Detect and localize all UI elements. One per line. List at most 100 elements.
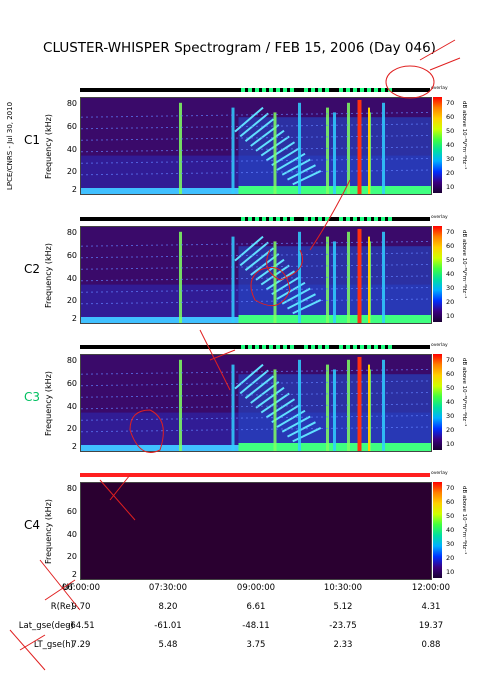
ephemeris-value: 5.12 <box>333 602 353 612</box>
y-tick-label: 80 <box>66 98 77 108</box>
overlay-label: overlay <box>431 343 448 348</box>
colorbar <box>433 354 442 450</box>
satellite-label-c4: C4 <box>24 518 41 533</box>
ephemeris-value: 5.48 <box>158 640 178 650</box>
colorbar-tick-label: 40 <box>446 526 455 534</box>
overlay-label: overlay <box>431 86 448 91</box>
colorbar-tick-label: 70 <box>446 228 455 236</box>
colorbar-tick-label: 40 <box>446 398 455 406</box>
colorbar-tick-label: 70 <box>446 99 455 107</box>
ephemeris-value: 09:00:00 <box>236 583 276 593</box>
colorbar-tick-label: 10 <box>446 440 455 448</box>
satellite-label-c1: C1 <box>24 133 41 148</box>
spectrogram-c2 <box>80 226 432 324</box>
y-tick-label: 80 <box>66 355 77 365</box>
colorbar-tick-label: 60 <box>446 370 455 378</box>
colorbar-tick-label: 20 <box>446 554 455 562</box>
satellite-label-c2: C2 <box>24 262 41 277</box>
ephemeris-value: 6.61 <box>246 602 266 612</box>
credit-label: LPCE/CNRS - Jul 30, 2010 <box>6 101 14 190</box>
ephemeris-value: 3.75 <box>246 640 266 650</box>
satellite-label-c3: C3 <box>24 390 41 405</box>
ephemeris-value: -23.75 <box>329 621 357 631</box>
colorbar-tick-label: 20 <box>446 426 455 434</box>
colorbar-tick-label: 40 <box>446 270 455 278</box>
ephemeris-value: 8.20 <box>158 602 178 612</box>
spectrogram-c4 <box>80 482 432 580</box>
colorbar-tick-label: 20 <box>446 169 455 177</box>
colorbar <box>433 226 442 322</box>
status-strip-c4 <box>80 473 430 477</box>
y-tick-label: 20 <box>66 295 77 305</box>
y-tick-label: 2 <box>71 570 77 579</box>
ephemeris-value: 06:00:00 <box>61 583 101 593</box>
y-tick-label: 20 <box>66 166 77 176</box>
y-tick-label: 20 <box>66 423 77 433</box>
ephemeris-value: 07:30:00 <box>148 583 188 593</box>
colorbar <box>433 97 442 193</box>
colorbar-tick-label: 30 <box>446 284 455 292</box>
colorbar-tick-label: 10 <box>446 183 455 191</box>
ephemeris-value: 10:30:00 <box>323 583 363 593</box>
colorbar-label: dB above 10⁻⁸V²m⁻²Hz⁻¹ <box>461 101 467 170</box>
colorbar-tick-label: 50 <box>446 512 455 520</box>
ephemeris-value: -48.11 <box>242 621 270 631</box>
ephemeris-label: Lat_gse(deg) <box>18 621 74 631</box>
ephemeris-value: -61.01 <box>154 621 182 631</box>
colorbar-tick-label: 70 <box>446 356 455 364</box>
colorbar-label: dB above 10⁻⁸V²m⁻²Hz⁻¹ <box>461 230 467 299</box>
page-title: CLUSTER-WHISPER Spectrogram / FEB 15, 20… <box>43 40 436 56</box>
y-tick-label: 2 <box>71 185 77 194</box>
status-strip-c1 <box>80 88 430 92</box>
overlay-label: overlay <box>431 215 448 220</box>
colorbar-tick-label: 30 <box>446 540 455 548</box>
y-axis-label: Frequency (kHz) <box>44 113 53 179</box>
ephemeris-label: LT_gse(h) <box>33 640 74 650</box>
y-tick-label: 20 <box>66 551 77 561</box>
y-tick-label: 60 <box>66 506 77 516</box>
ephemeris-value: -64.51 <box>67 621 95 631</box>
spectrogram-c3 <box>80 354 432 452</box>
status-strip-c3 <box>80 345 430 349</box>
y-tick-label: 60 <box>66 121 77 131</box>
colorbar-tick-label: 20 <box>446 298 455 306</box>
y-tick-label: 40 <box>66 401 77 411</box>
colorbar-tick-label: 10 <box>446 312 455 320</box>
colorbar-label: dB above 10⁻⁸V²m⁻²Hz⁻¹ <box>461 486 467 555</box>
ephemeris-value: 2.33 <box>333 640 353 650</box>
overlay-label: overlay <box>431 471 448 476</box>
y-axis-label: Frequency (kHz) <box>44 498 53 564</box>
ephemeris-value: 19.37 <box>418 621 444 631</box>
y-axis-label: Frequency (kHz) <box>44 370 53 436</box>
colorbar-tick-label: 60 <box>446 242 455 250</box>
colorbar-tick-label: 30 <box>446 155 455 163</box>
colorbar-tick-label: 50 <box>446 384 455 392</box>
colorbar-tick-label: 40 <box>446 141 455 149</box>
colorbar-tick-label: 60 <box>446 498 455 506</box>
colorbar-tick-label: 50 <box>446 256 455 264</box>
colorbar-tick-label: 30 <box>446 412 455 420</box>
y-tick-label: 2 <box>71 314 77 323</box>
ephemeris-value: 0.88 <box>421 640 441 650</box>
y-tick-label: 40 <box>66 273 77 283</box>
y-axis-label: Frequency (kHz) <box>44 242 53 308</box>
colorbar <box>433 482 442 578</box>
colorbar-tick-label: 10 <box>446 568 455 576</box>
colorbar-tick-label: 60 <box>446 113 455 121</box>
ephemeris-value: 4.31 <box>421 602 441 612</box>
colorbar-label: dB above 10⁻⁸V²m⁻²Hz⁻¹ <box>461 358 467 427</box>
y-tick-label: 80 <box>66 227 77 237</box>
colorbar-tick-label: 50 <box>446 127 455 135</box>
ephemeris-value: 12:00:00 <box>411 583 451 593</box>
y-tick-label: 80 <box>66 483 77 493</box>
ephemeris-value: 7.29 <box>71 640 91 650</box>
y-tick-label: 60 <box>66 378 77 388</box>
y-tick-label: 40 <box>66 144 77 154</box>
ephemeris-value: 9.70 <box>71 602 91 612</box>
y-tick-label: 40 <box>66 529 77 539</box>
spectrogram-c1 <box>80 97 432 195</box>
y-tick-label: 60 <box>66 250 77 260</box>
status-strip-c2 <box>80 217 430 221</box>
colorbar-tick-label: 70 <box>446 484 455 492</box>
y-tick-label: 2 <box>71 442 77 451</box>
